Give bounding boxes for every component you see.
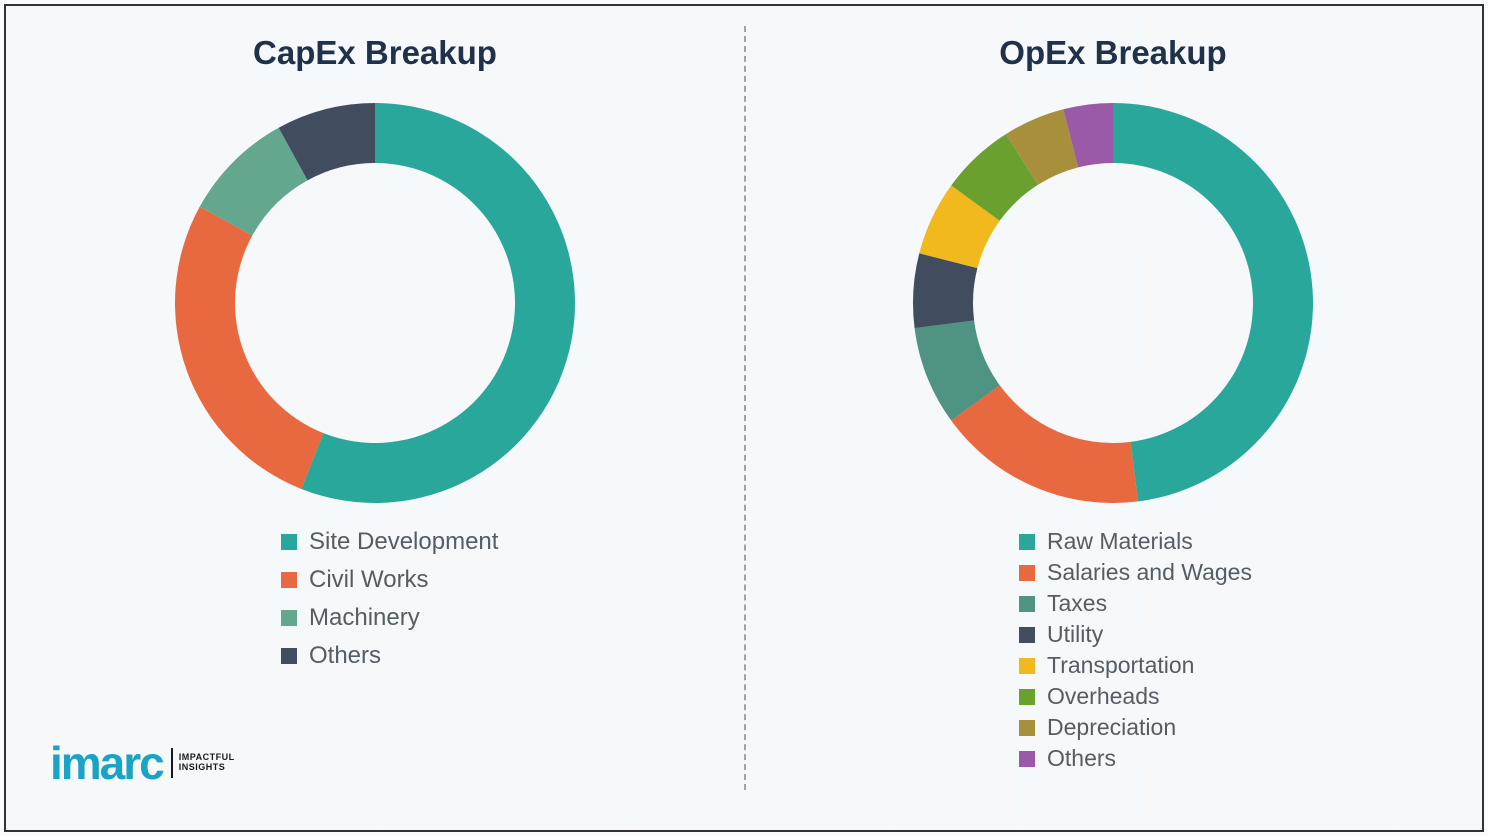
opex_chart-legend-item-2: Taxes — [1019, 590, 1252, 617]
opex-panel: OpEx Breakup Raw Materials Salaries and W… — [744, 6, 1482, 830]
opex_chart-legend-swatch-7 — [1019, 751, 1035, 767]
opex_chart-legend-label-3: Utility — [1047, 621, 1103, 648]
opex_chart-legend-item-1: Salaries and Wages — [1019, 559, 1252, 586]
capex_chart-legend-label-0: Site Development — [309, 528, 498, 556]
opex_chart-legend-item-4: Transportation — [1019, 652, 1252, 679]
opex_chart-legend-item-6: Depreciation — [1019, 714, 1252, 741]
capex_chart-legend-item-0: Site Development — [281, 528, 498, 556]
opex_chart-legend-label-2: Taxes — [1047, 590, 1107, 617]
opex_chart-legend-label-1: Salaries and Wages — [1047, 559, 1252, 586]
capex_chart-legend-swatch-0 — [281, 534, 297, 550]
brand-logo: imarc IMPACTFUL INSIGHTS — [50, 740, 235, 786]
capex_chart-legend-swatch-2 — [281, 610, 297, 626]
brand-logo-tagline: IMPACTFUL INSIGHTS — [179, 753, 235, 773]
opex_chart-legend-label-5: Overheads — [1047, 683, 1160, 710]
opex_chart-legend-swatch-4 — [1019, 658, 1035, 674]
opex_chart-legend-label-0: Raw Materials — [1047, 528, 1193, 555]
opex_chart-legend-swatch-2 — [1019, 596, 1035, 612]
opex_chart-legend-label-6: Depreciation — [1047, 714, 1176, 741]
capex-donut-chart — [170, 98, 580, 508]
capex_chart-legend-item-1: Civil Works — [281, 566, 498, 594]
capex_chart-legend-swatch-1 — [281, 572, 297, 588]
opex-donut-wrap — [908, 98, 1318, 508]
capex_chart-slice-1 — [175, 207, 323, 489]
opex_chart-legend-item-5: Overheads — [1019, 683, 1252, 710]
opex_chart-legend-swatch-0 — [1019, 534, 1035, 550]
brand-logo-text: imarc — [50, 740, 163, 786]
opex_chart-legend-label-4: Transportation — [1047, 652, 1194, 679]
opex_chart-legend-swatch-5 — [1019, 689, 1035, 705]
opex-title: OpEx Breakup — [999, 34, 1226, 72]
capex_chart-legend-item-3: Others — [281, 642, 498, 670]
brand-logo-divider — [171, 748, 173, 778]
capex-legend: Site Development Civil Works Machinery Othe… — [6, 528, 498, 670]
capex_chart-legend-label-2: Machinery — [309, 604, 420, 632]
capex_chart-legend-label-3: Others — [309, 642, 381, 670]
opex_chart-slice-1 — [951, 385, 1138, 503]
opex-legend: Raw Materials Salaries and Wages Taxes Util… — [744, 528, 1252, 772]
capex-donut-wrap — [170, 98, 580, 508]
opex-donut-chart — [908, 98, 1318, 508]
opex_chart-legend-item-3: Utility — [1019, 621, 1252, 648]
opex_chart-legend-swatch-6 — [1019, 720, 1035, 736]
opex_chart-legend-swatch-1 — [1019, 565, 1035, 581]
opex_chart-legend-label-7: Others — [1047, 745, 1116, 772]
brand-tagline-line2: INSIGHTS — [179, 763, 235, 773]
opex_chart-legend-swatch-3 — [1019, 627, 1035, 643]
capex-title: CapEx Breakup — [253, 34, 497, 72]
opex_chart-legend-item-0: Raw Materials — [1019, 528, 1252, 555]
chart-container: CapEx Breakup Site Development Civil Work… — [6, 6, 1482, 830]
capex-panel: CapEx Breakup Site Development Civil Work… — [6, 6, 744, 830]
opex_chart-legend-item-7: Others — [1019, 745, 1252, 772]
opex_chart-slice-0 — [1113, 103, 1313, 501]
capex_chart-legend-item-2: Machinery — [281, 604, 498, 632]
capex_chart-legend-swatch-3 — [281, 648, 297, 664]
capex_chart-legend-label-1: Civil Works — [309, 566, 429, 594]
